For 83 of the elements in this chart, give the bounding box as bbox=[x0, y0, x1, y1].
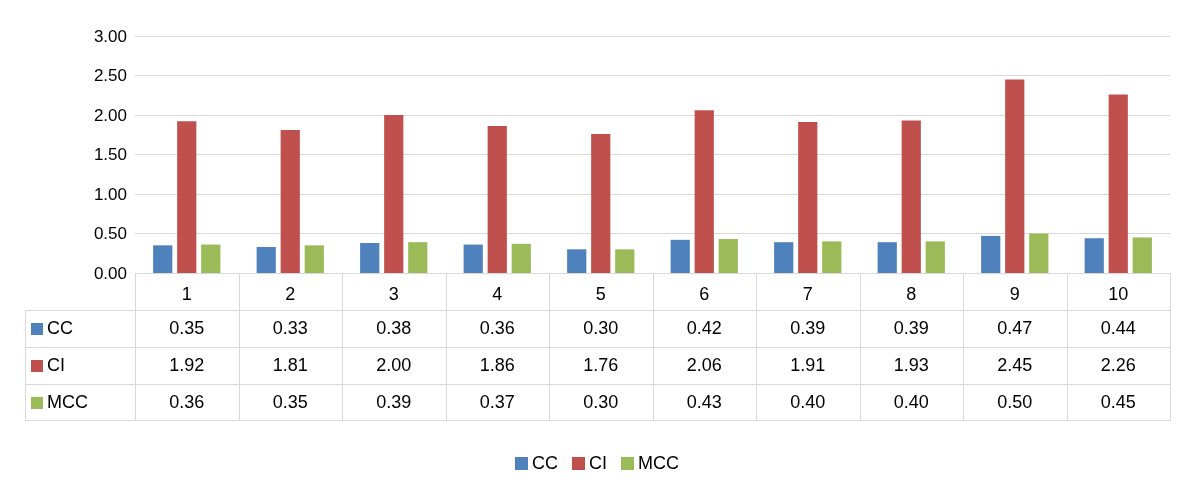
bar bbox=[201, 244, 221, 273]
bar bbox=[981, 235, 1001, 273]
bar bbox=[487, 126, 507, 273]
y-tick-label: 0.00 bbox=[93, 263, 127, 283]
bar bbox=[615, 249, 635, 273]
bar bbox=[670, 239, 690, 273]
x-tick-label: 7 bbox=[802, 284, 813, 304]
data-label: 1.91 bbox=[789, 354, 827, 377]
data-label: 0.42 bbox=[685, 317, 723, 340]
data-label: 0.39 bbox=[375, 391, 413, 414]
data-label: 0.44 bbox=[1099, 317, 1137, 340]
data-label: 0.38 bbox=[375, 317, 413, 340]
data-label: 1.86 bbox=[478, 354, 516, 377]
data-label: 0.36 bbox=[478, 317, 516, 340]
bar bbox=[901, 120, 921, 273]
data-label: 2.00 bbox=[375, 354, 413, 377]
data-label: 0.39 bbox=[789, 317, 827, 340]
text: CI bbox=[589, 453, 607, 473]
data-label: 1.81 bbox=[271, 354, 309, 377]
y-tick-label: 2.00 bbox=[93, 105, 127, 125]
data-label: 0.45 bbox=[1099, 391, 1137, 414]
bar bbox=[1005, 79, 1025, 273]
data-label: 2.06 bbox=[685, 354, 723, 377]
data-label: 0.50 bbox=[996, 391, 1034, 414]
data-label: 0.47 bbox=[996, 317, 1034, 340]
x-tick-label: 5 bbox=[595, 284, 606, 304]
bar bbox=[360, 242, 380, 273]
data-label: 1.93 bbox=[892, 354, 930, 377]
bar bbox=[177, 121, 197, 273]
y-tick-label: 3.00 bbox=[93, 26, 127, 46]
x-tick-label: 4 bbox=[492, 284, 503, 304]
bar bbox=[567, 249, 587, 273]
bar bbox=[798, 122, 818, 273]
data-label: 0.40 bbox=[789, 391, 827, 414]
data-label: 0.36 bbox=[168, 391, 206, 414]
bar bbox=[694, 110, 714, 273]
legend-label: CI bbox=[47, 354, 65, 377]
x-tick-label: 9 bbox=[1009, 284, 1020, 304]
x-tick-label: 2 bbox=[285, 284, 296, 304]
data-label: 0.30 bbox=[582, 317, 620, 340]
bar bbox=[718, 239, 738, 273]
bar bbox=[774, 242, 794, 273]
bar bbox=[822, 241, 842, 273]
text: MCC bbox=[638, 453, 679, 473]
bar bbox=[1084, 238, 1104, 273]
data-label: 0.40 bbox=[892, 391, 930, 414]
bar bbox=[877, 242, 897, 273]
x-tick-label: 6 bbox=[699, 284, 710, 304]
y-tick-label: 1.00 bbox=[93, 184, 127, 204]
bar bbox=[511, 243, 531, 273]
y-tick-label: 1.50 bbox=[93, 145, 127, 164]
x-tick-label: 8 bbox=[906, 284, 917, 304]
bar bbox=[1029, 233, 1049, 273]
x-tick-label: 3 bbox=[388, 284, 399, 304]
bar bbox=[1132, 237, 1152, 273]
data-label: 0.35 bbox=[168, 317, 206, 340]
data-label: 0.37 bbox=[478, 391, 516, 414]
bar bbox=[591, 133, 611, 273]
legend-label: MCC bbox=[47, 391, 88, 414]
data-label: 0.33 bbox=[271, 317, 309, 340]
bar bbox=[1108, 94, 1128, 273]
data-label: 2.45 bbox=[996, 354, 1034, 377]
data-label: 0.43 bbox=[685, 391, 723, 414]
x-tick-label: 10 bbox=[1108, 284, 1129, 304]
bar bbox=[463, 244, 483, 273]
y-tick-label: 2.50 bbox=[93, 66, 127, 85]
data-label: 1.76 bbox=[582, 354, 620, 377]
bar bbox=[280, 130, 300, 273]
text: CC bbox=[532, 453, 558, 473]
y-tick-label: 0.50 bbox=[93, 224, 127, 243]
bar bbox=[925, 241, 945, 273]
legend-label: CC bbox=[47, 317, 73, 340]
bar bbox=[408, 242, 428, 273]
data-label: 0.30 bbox=[582, 391, 620, 414]
bar bbox=[256, 246, 276, 273]
bar bbox=[384, 115, 404, 273]
data-label: 0.35 bbox=[271, 391, 309, 414]
x-tick-label: 1 bbox=[181, 284, 192, 304]
bar bbox=[153, 245, 173, 273]
data-label: 1.92 bbox=[168, 354, 206, 377]
bar bbox=[304, 245, 324, 273]
data-label: 0.39 bbox=[892, 317, 930, 340]
data-label: 2.26 bbox=[1099, 354, 1137, 377]
